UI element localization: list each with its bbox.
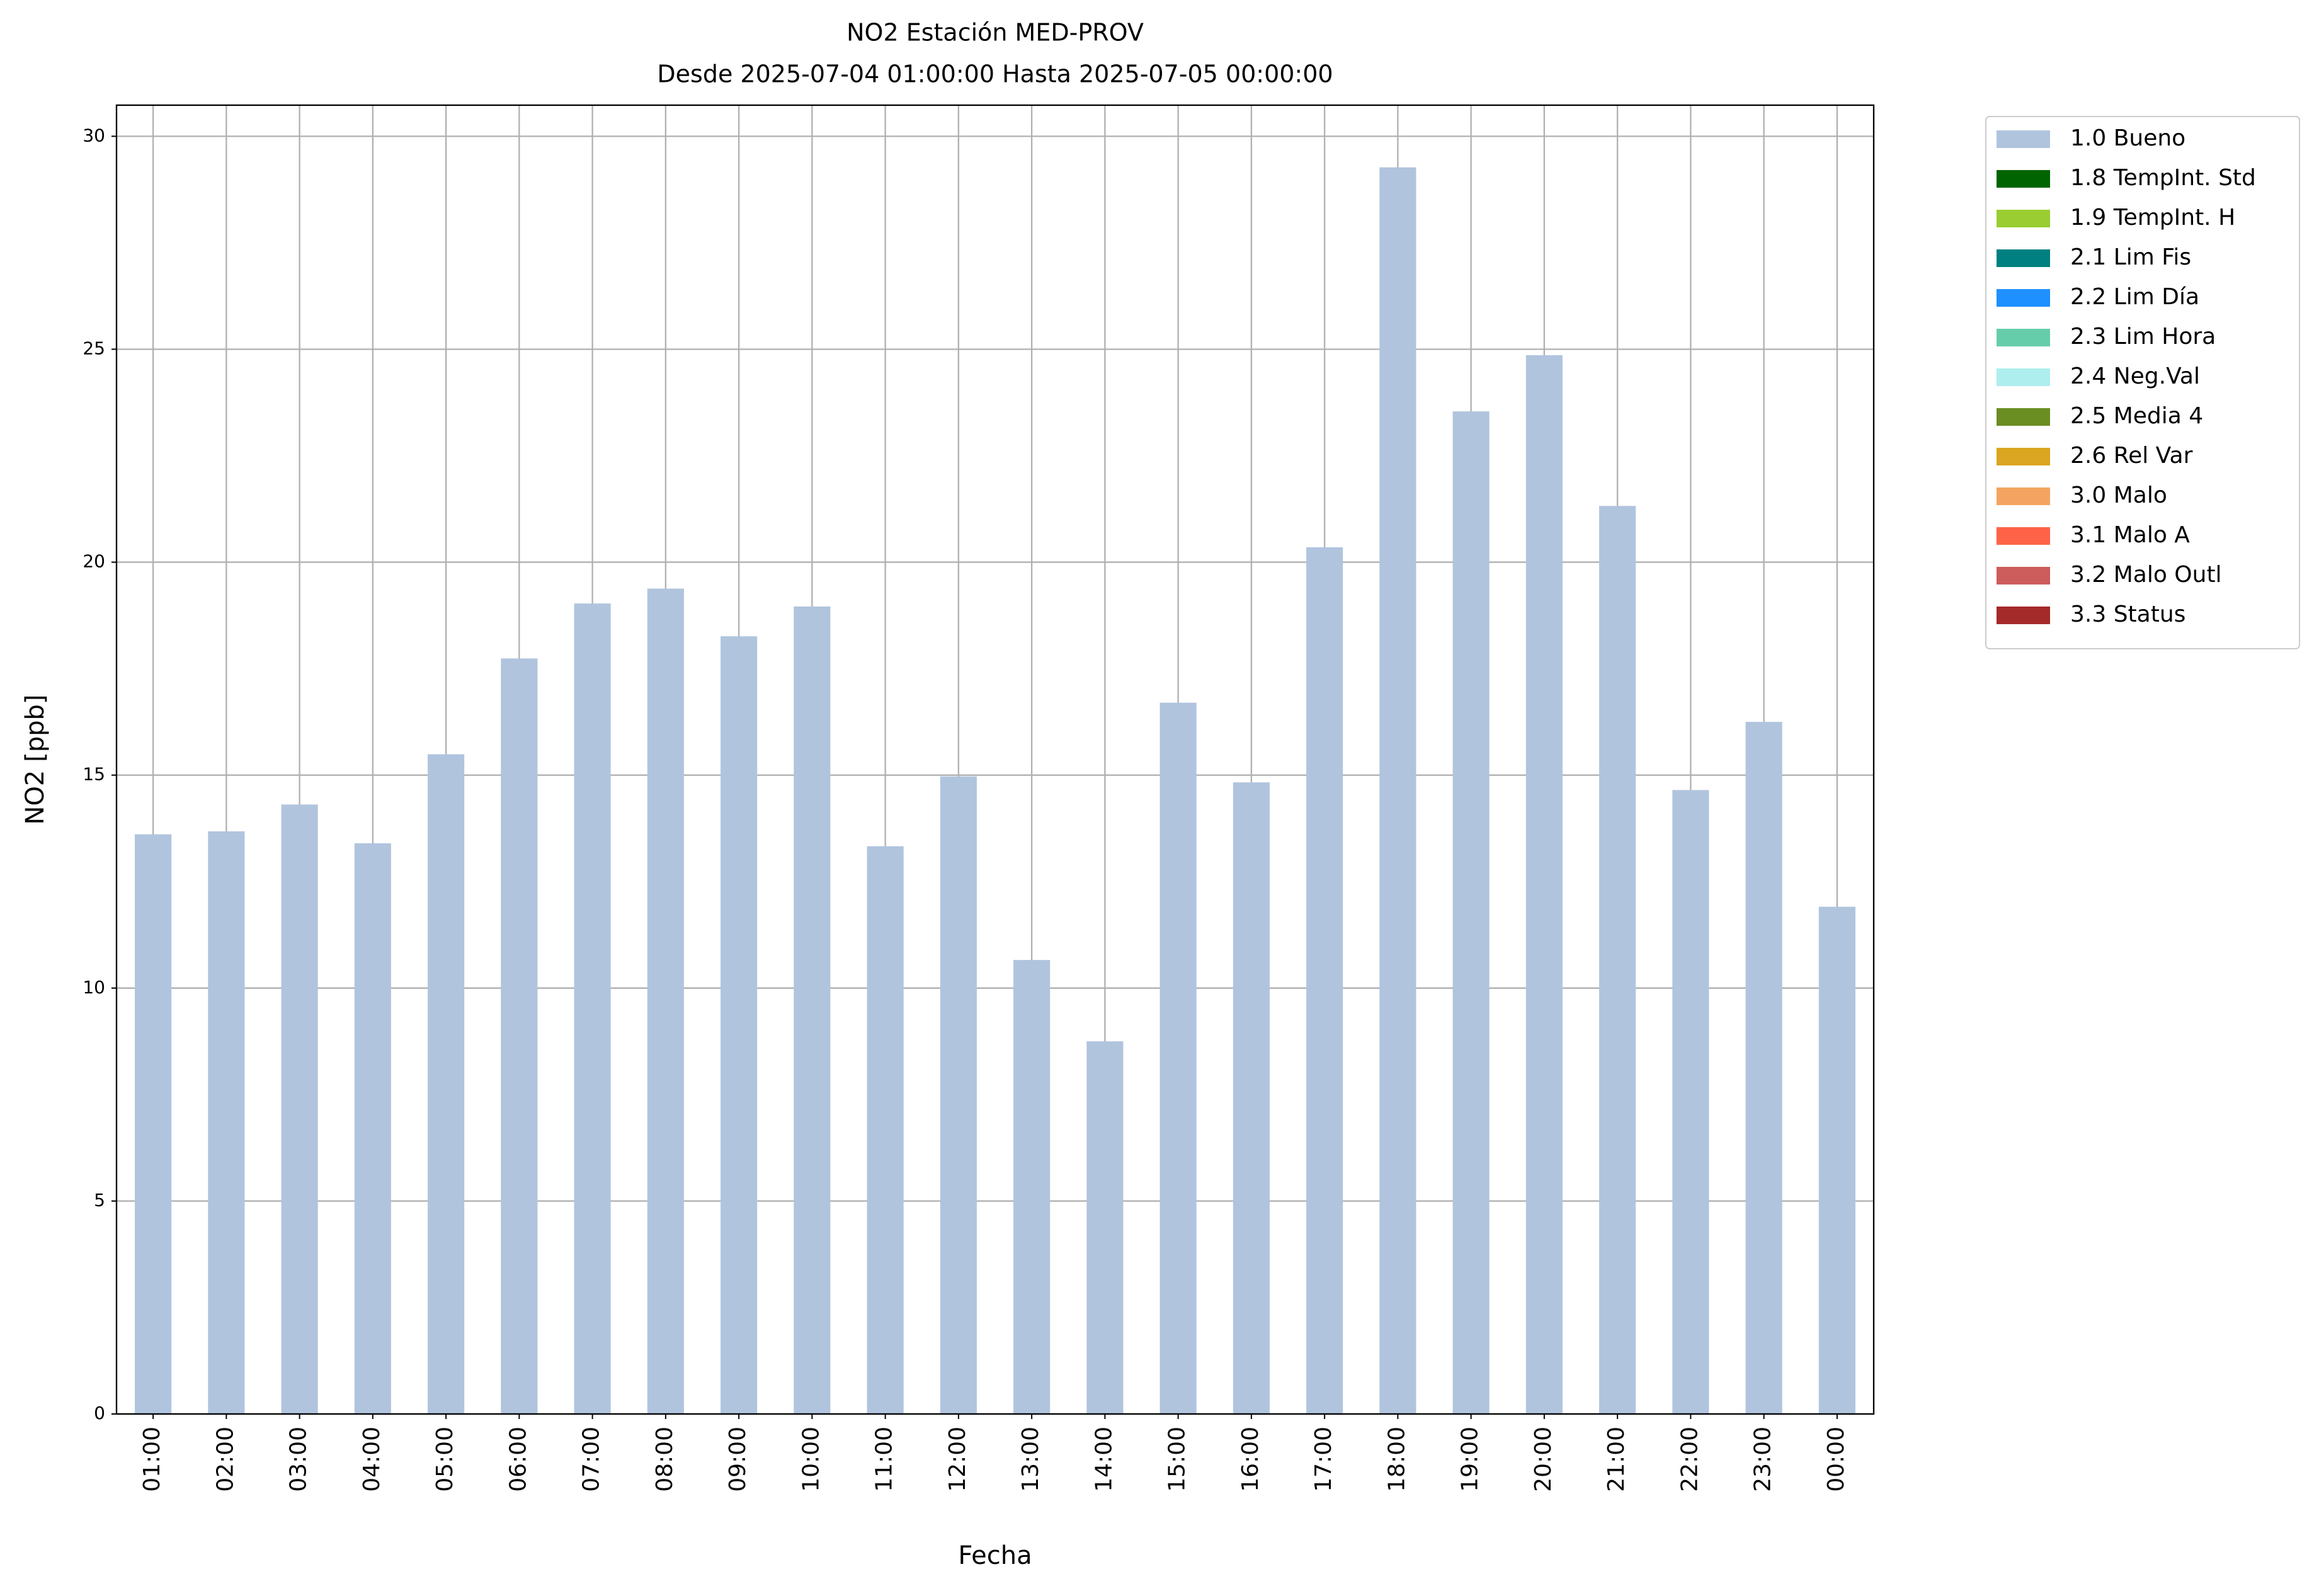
x-tick-label: 21:00 xyxy=(1604,1427,1629,1492)
bar xyxy=(1306,547,1343,1414)
bar xyxy=(721,636,758,1414)
chart-title: NO2 Estación MED-PROV xyxy=(846,19,1144,47)
legend-swatch xyxy=(1997,249,2050,267)
x-tick-label: 16:00 xyxy=(1238,1427,1263,1492)
legend-swatch xyxy=(1997,130,2050,148)
bar xyxy=(281,804,318,1414)
legend-label: 2.4 Neg.Val xyxy=(2070,363,2200,389)
bar xyxy=(794,606,831,1414)
legend-swatch xyxy=(1997,210,2050,227)
legend-swatch xyxy=(1997,607,2050,624)
x-tick-label: 11:00 xyxy=(872,1427,897,1492)
x-tick-label: 06:00 xyxy=(505,1427,531,1492)
x-tick-label: 19:00 xyxy=(1457,1427,1483,1492)
legend-label: 1.9 TempInt. H xyxy=(2070,205,2235,231)
x-tick-label: 15:00 xyxy=(1165,1427,1190,1492)
bar xyxy=(208,831,245,1414)
x-tick-label: 05:00 xyxy=(432,1427,458,1492)
bar xyxy=(428,754,465,1414)
x-tick-label: 03:00 xyxy=(286,1427,312,1492)
legend-label: 2.3 Lim Hora xyxy=(2070,324,2216,350)
x-tick-label: 02:00 xyxy=(212,1427,238,1492)
legend-label: 2.6 Rel Var xyxy=(2070,443,2193,469)
x-tick-label: 22:00 xyxy=(1677,1427,1702,1492)
x-tick-label: 18:00 xyxy=(1384,1427,1410,1492)
y-tick-label: 25 xyxy=(83,338,105,358)
y-tick-label: 30 xyxy=(83,125,105,145)
legend-swatch xyxy=(1997,408,2050,426)
y-tick-label: 20 xyxy=(83,551,105,572)
bar xyxy=(1525,355,1563,1414)
x-tick-label: 20:00 xyxy=(1530,1427,1556,1492)
bar xyxy=(1599,506,1636,1414)
bar xyxy=(1233,782,1270,1414)
x-tick-label: 09:00 xyxy=(725,1427,751,1492)
bar xyxy=(1452,411,1490,1414)
plot-frame xyxy=(115,104,1875,1415)
bar xyxy=(1013,960,1051,1414)
x-tick-label: 10:00 xyxy=(798,1427,824,1492)
x-tick-label: 23:00 xyxy=(1750,1427,1776,1492)
legend-label: 2.1 Lim Fis xyxy=(2070,244,2191,270)
x-tick-label: 14:00 xyxy=(1091,1427,1117,1492)
bar xyxy=(1818,906,1855,1414)
bar xyxy=(354,843,391,1414)
bar xyxy=(574,603,611,1414)
bar xyxy=(501,658,538,1414)
legend-label: 3.1 Malo A xyxy=(2070,522,2190,548)
bar xyxy=(135,834,172,1414)
bar xyxy=(940,776,977,1414)
bar xyxy=(1086,1041,1124,1414)
y-tick-label: 0 xyxy=(94,1403,105,1423)
x-tick-label: 13:00 xyxy=(1018,1427,1044,1492)
legend-label: 3.0 Malo xyxy=(2070,482,2167,508)
legend-label: 2.2 Lim Día xyxy=(2070,284,2199,310)
y-tick-label: 15 xyxy=(83,764,105,785)
legend-swatch xyxy=(1997,170,2050,188)
x-tick-label: 08:00 xyxy=(652,1427,678,1492)
x-tick-label: 17:00 xyxy=(1311,1427,1336,1492)
y-tick-label: 10 xyxy=(83,977,105,998)
legend-label: 1.0 Bueno xyxy=(2070,125,2185,151)
legend-label: 3.2 Malo Outl xyxy=(2070,562,2222,588)
y-axis-label: NO2 [ppb] xyxy=(21,695,50,825)
chart-subtitle: Desde 2025-07-04 01:00:00 Hasta 2025-07-… xyxy=(657,60,1333,88)
bar xyxy=(867,846,904,1414)
legend-label: 3.3 Status xyxy=(2070,601,2185,627)
legend-swatch xyxy=(1997,329,2050,346)
x-tick-label: 07:00 xyxy=(579,1427,605,1492)
legend-swatch xyxy=(1997,567,2050,584)
legend-swatch xyxy=(1997,527,2050,545)
x-tick-label: 04:00 xyxy=(359,1427,385,1492)
legend-swatch xyxy=(1997,448,2050,465)
x-tick-label: 12:00 xyxy=(945,1427,971,1492)
legend-label: 2.5 Media 4 xyxy=(2070,403,2203,429)
bar xyxy=(1160,702,1197,1414)
bar xyxy=(1672,790,1709,1414)
legend-label: 1.8 TempInt. Std xyxy=(2070,165,2256,191)
bar xyxy=(1745,722,1782,1414)
legend-box xyxy=(1985,116,2300,649)
legend-swatch xyxy=(1997,289,2050,307)
x-axis-label: Fecha xyxy=(958,1541,1032,1570)
bar xyxy=(1379,167,1416,1414)
legend-swatch xyxy=(1997,487,2050,505)
x-tick-label: 00:00 xyxy=(1823,1427,1849,1492)
bar xyxy=(647,588,684,1415)
y-tick-label: 5 xyxy=(94,1190,105,1211)
legend-swatch xyxy=(1997,368,2050,386)
x-tick-label: 01:00 xyxy=(139,1427,165,1492)
